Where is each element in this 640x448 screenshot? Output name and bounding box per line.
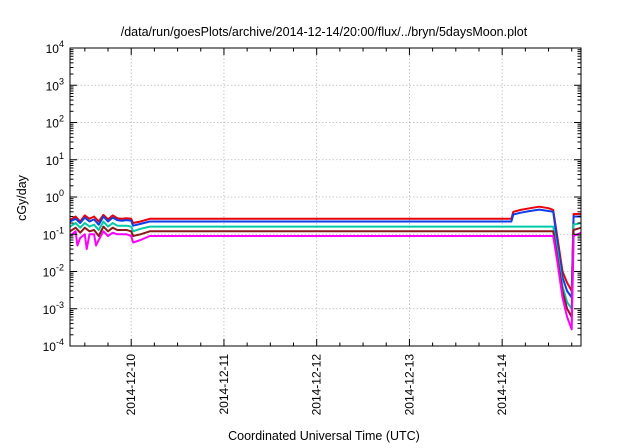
x-axis-label: Coordinated Universal Time (UTC) (228, 429, 420, 443)
y-tick-label: 100 (46, 188, 64, 205)
grid (70, 48, 581, 346)
x-tick-label: 2014-12-12 (310, 354, 324, 416)
y-tick-label: 10-2 (43, 263, 64, 280)
series-line-2 (69, 208, 581, 299)
series-layer (69, 205, 582, 331)
y-tick-label: 104 (46, 39, 64, 56)
chart-title: /data/run/goesPlots/archive/2014-12-14/2… (121, 25, 528, 39)
series-line-5 (69, 230, 582, 331)
x-tick-label: 2014-12-14 (495, 354, 509, 416)
series-line-1 (69, 205, 581, 292)
y-tick-label: 10-4 (43, 337, 64, 354)
x-tick-label: 2014-12-11 (217, 354, 231, 415)
x-tick-label: 2014-12-13 (402, 354, 416, 416)
y-tick-label: 101 (46, 151, 64, 168)
y-tick-label: 10-3 (43, 300, 64, 317)
x-tick-label: 2014-12-10 (124, 354, 138, 416)
y-tick-label: 103 (46, 76, 64, 93)
y-axis-label: cGy/day (15, 174, 29, 221)
y-tick-label: 10-1 (43, 225, 64, 242)
x-axis: 2014-12-10 2014-12-11 2014-12-12 2014-12-13… (84, 48, 573, 416)
y-axis: 10-4 10-3 10-2 10-1 100 101 102 103 104 (43, 39, 581, 354)
y-tick-label: 102 (46, 114, 64, 131)
